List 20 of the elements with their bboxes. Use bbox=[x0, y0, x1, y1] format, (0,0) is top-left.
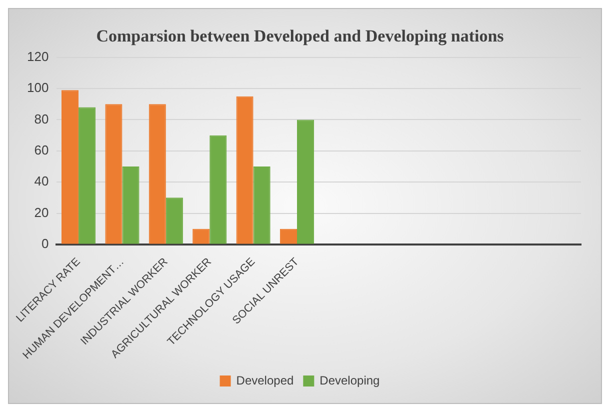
y-tick-label: 60 bbox=[34, 142, 49, 158]
bar bbox=[236, 96, 254, 244]
bar bbox=[122, 166, 140, 244]
legend-label: Developing bbox=[320, 373, 380, 388]
bar bbox=[78, 107, 96, 244]
y-tick-label: 120 bbox=[26, 48, 49, 64]
bar bbox=[253, 166, 270, 244]
bar bbox=[105, 104, 122, 244]
y-tick-label: 80 bbox=[34, 111, 49, 126]
bar bbox=[166, 198, 183, 244]
y-tick-label: 100 bbox=[26, 80, 49, 96]
y-tick-label: 40 bbox=[34, 174, 49, 189]
bar bbox=[61, 90, 79, 244]
legend-label: Developed bbox=[236, 373, 294, 388]
bar bbox=[148, 104, 166, 244]
bar bbox=[297, 120, 314, 244]
y-tick-label: 0 bbox=[41, 236, 49, 252]
chart-title: Comparsion between Developed and Developing nations bbox=[96, 26, 504, 46]
bar bbox=[210, 135, 227, 244]
y-tick-label: 20 bbox=[34, 204, 49, 220]
